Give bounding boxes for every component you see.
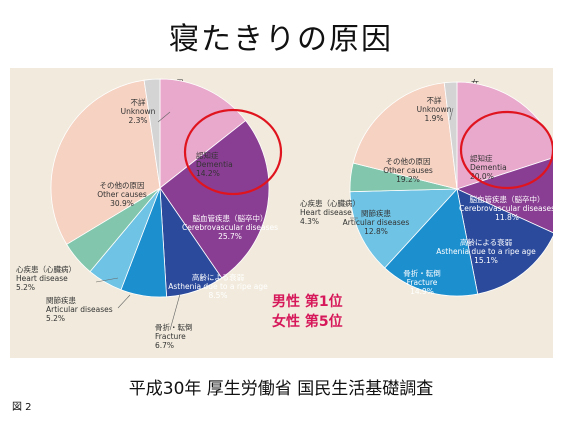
leader-line: [169, 293, 181, 331]
pie-slice-2: [159, 120, 270, 279]
pie-slice-5: [349, 188, 458, 269]
chart-panel: 男Male認知症Dementia14.2%脳血管疾患（脳卒中）Cerebrova…: [10, 68, 553, 358]
slice-label: 骨折・転倒 Fracture 6.7%: [155, 322, 193, 350]
leader-line: [157, 111, 171, 123]
figure-label: 図 2: [12, 402, 32, 413]
slice-label: 認知症 Dementia 14.2%: [196, 150, 233, 178]
slice-label: 高齢による衰弱 Asthenia due to a ripe age 15.1%: [436, 237, 536, 265]
leader-line: [95, 277, 119, 283]
slice-label: その他の原因 Other causes 19.2%: [383, 156, 433, 184]
pie-slice-8: [443, 81, 458, 190]
leader-line: [117, 294, 131, 309]
pie-charts: 男Male認知症Dementia14.2%脳血管疾患（脳卒中）Cerebrova…: [16, 78, 553, 350]
slice-label: 関節疾患 Articular diseases 5.2%: [46, 295, 113, 323]
female-pie: 女Female認知症Dementia20.0%脳血管疾患（脳卒中）Cerebro…: [300, 78, 553, 297]
slice-label: 心疾患（心臓病） Heart disease 5.2%: [16, 264, 76, 292]
male-pie: 男Male認知症Dementia14.2%脳血管疾患（脳卒中）Cerebrova…: [16, 78, 283, 350]
source-caption: 平成30年 厚生労働省 国民生活基礎調査: [128, 379, 434, 399]
slice-label: 脳血管疾患（脳卒中） Cerebrovascular diseases 11.8%: [459, 194, 553, 222]
pie-slice-8: [143, 78, 161, 189]
rank-male-text: 男性 第1位: [272, 293, 343, 310]
pie-slice-4: [384, 188, 479, 297]
slice-label: 脳血管疾患（脳卒中） Cerebrovascular diseases 25.7%: [182, 213, 278, 241]
pie-slice-2: [455, 157, 553, 234]
page-title: 寝たきりの原因: [169, 22, 393, 57]
slice-label: 不詳 Unknown 1.9%: [417, 95, 452, 123]
slice-label: 心疾患（心臓病） Heart disease 4.3%: [300, 198, 360, 226]
slice-label: 関節疾患 Articular diseases 12.8%: [343, 208, 410, 236]
slice-label: 骨折・転倒 Fracture 14.9%: [403, 268, 441, 296]
slice-label: 認知症 Dementia 20.0%: [470, 153, 507, 181]
rank-female-text: 女性 第5位: [272, 313, 343, 330]
pie-slice-1: [159, 78, 247, 189]
leader-line: [449, 107, 454, 121]
slice-label: 不詳 Unknown 2.3%: [121, 97, 156, 125]
pie-slice-7: [352, 82, 458, 190]
highlight-ring: [459, 110, 553, 190]
slice-label: 高齢による衰弱 Asthenia due to a ripe age 8.5%: [168, 272, 268, 300]
pie-title: 女: [471, 78, 479, 88]
pie-slice-1: [456, 81, 553, 190]
pie-slice-3: [456, 188, 553, 295]
highlight-ring: [183, 108, 283, 196]
pie-slice-7: [50, 79, 161, 245]
slice-label: その他の原因 Other causes 30.9%: [97, 180, 147, 208]
